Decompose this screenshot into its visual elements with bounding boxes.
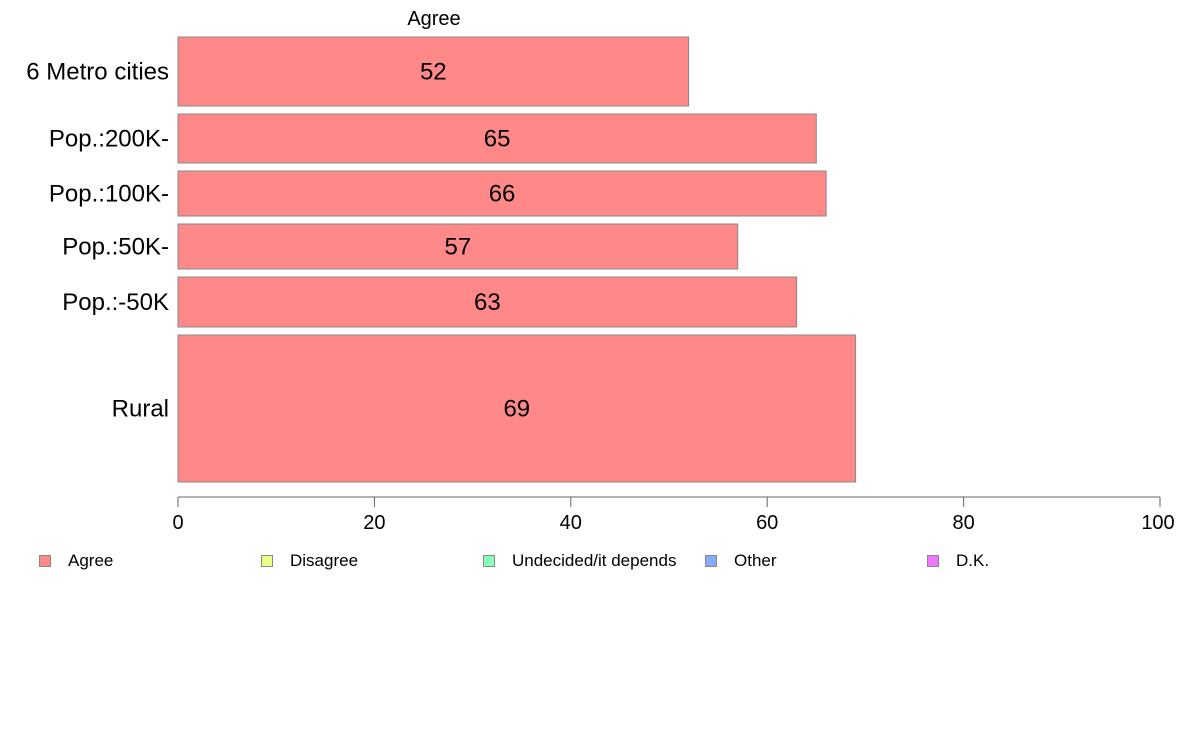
- legend-label-other: Other: [734, 551, 777, 570]
- x-tick-label-1: 20: [363, 512, 385, 534]
- category-label-2: Pop.:100K-: [49, 181, 169, 208]
- value-label-5: 69: [503, 396, 530, 423]
- category-label-5: Rural: [112, 396, 169, 423]
- legend-item-agree: Agree: [39, 549, 113, 573]
- legend: Agree Disagree Undecided/it depends Othe…: [0, 549, 1188, 573]
- category-label-1: Pop.:200K-: [49, 126, 169, 153]
- x-tick-label-2: 40: [560, 512, 582, 534]
- bar-4: [177, 276, 798, 328]
- legend-label-agree: Agree: [68, 551, 114, 570]
- x-tick-label-3: 60: [756, 512, 778, 534]
- bar-5: [177, 334, 857, 483]
- legend-swatch-agree: [39, 555, 51, 567]
- bars-group: 6 Metro cities 52 Pop.:200K- 65 Pop.:100K- 66…: [26, 36, 857, 483]
- series-title: Agree: [407, 8, 460, 30]
- legend-swatch-dk: [927, 555, 939, 567]
- x-tick-label-5: 100: [1141, 512, 1174, 534]
- value-label-3: 57: [445, 234, 472, 261]
- value-label-0: 52: [420, 59, 447, 86]
- value-label-1: 65: [484, 126, 511, 153]
- legend-swatch-disagree: [261, 555, 273, 567]
- legend-item-disagree: Disagree: [261, 549, 358, 573]
- bar-1: [177, 113, 817, 164]
- legend-label-dk: D.K.: [956, 551, 990, 570]
- bar-2: [177, 170, 827, 217]
- x-tick-label-4: 80: [952, 512, 974, 534]
- category-label-3: Pop.:50K-: [62, 234, 169, 261]
- legend-swatch-undecided: [483, 555, 495, 567]
- bar-0: [177, 36, 690, 107]
- legend-item-undecided: Undecided/it depends: [483, 549, 676, 573]
- x-tick-label-0: 0: [172, 512, 183, 534]
- value-label-4: 63: [474, 289, 501, 316]
- x-axis: 0 20 40 60 80 100: [172, 496, 1175, 534]
- legend-label-undecided: Undecided/it depends: [512, 551, 677, 570]
- legend-item-dk: D.K.: [927, 549, 989, 573]
- category-label-4: Pop.:-50K: [62, 289, 169, 316]
- value-label-2: 66: [489, 181, 516, 208]
- legend-swatch-other: [705, 555, 717, 567]
- bar-chart: Agree 6 Metro cities 52 Pop.:200K- 65 Pop.:1…: [26, 8, 1175, 534]
- bar-3: [177, 223, 739, 270]
- legend-item-other: Other: [705, 549, 777, 573]
- legend-label-disagree: Disagree: [290, 551, 359, 570]
- category-label-0: 6 Metro cities: [26, 59, 169, 86]
